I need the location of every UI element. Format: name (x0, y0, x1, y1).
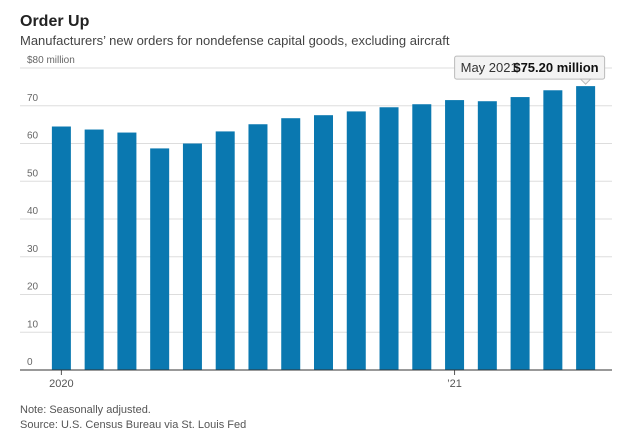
bar (117, 132, 137, 370)
bar (281, 118, 301, 371)
bar (379, 107, 399, 370)
source: Source: U.S. Census Bureau via St. Louis… (20, 419, 246, 431)
y-tick-label: $80 million (27, 55, 75, 66)
bar (445, 100, 465, 371)
x-tick-label: ’21 (447, 378, 462, 390)
bar (346, 111, 366, 370)
bar (51, 126, 71, 370)
y-tick-label: 60 (27, 131, 39, 142)
tooltip-pointer (579, 78, 592, 85)
y-tick-label: 50 (27, 168, 39, 179)
tooltip-box (454, 55, 606, 80)
x-tick-label: 2020 (49, 378, 73, 390)
bar (576, 86, 596, 371)
y-tick-label: 0 (27, 357, 33, 368)
chart-title: Order Up (20, 13, 90, 30)
bar (150, 148, 170, 370)
y-tick-label: 10 (27, 319, 39, 330)
y-tick-label: 70 (27, 93, 39, 104)
y-tick-label: 30 (27, 244, 39, 255)
value-label: $75.20 million (513, 60, 598, 75)
y-tick-label: 40 (27, 206, 39, 217)
bar (182, 143, 202, 370)
y-tick-label: 20 (27, 282, 39, 293)
bar (248, 124, 268, 370)
bar (215, 131, 235, 370)
tooltip-date: May 2021 (461, 60, 518, 75)
bar (84, 129, 104, 370)
bar (412, 104, 432, 371)
note: Note: Seasonally adjusted. (20, 404, 151, 416)
bar (510, 97, 530, 370)
chart-subtitle: Manufacturers’ new orders for nondefense… (20, 33, 450, 48)
bar (477, 101, 497, 370)
bar (543, 90, 563, 371)
bar (314, 115, 333, 370)
